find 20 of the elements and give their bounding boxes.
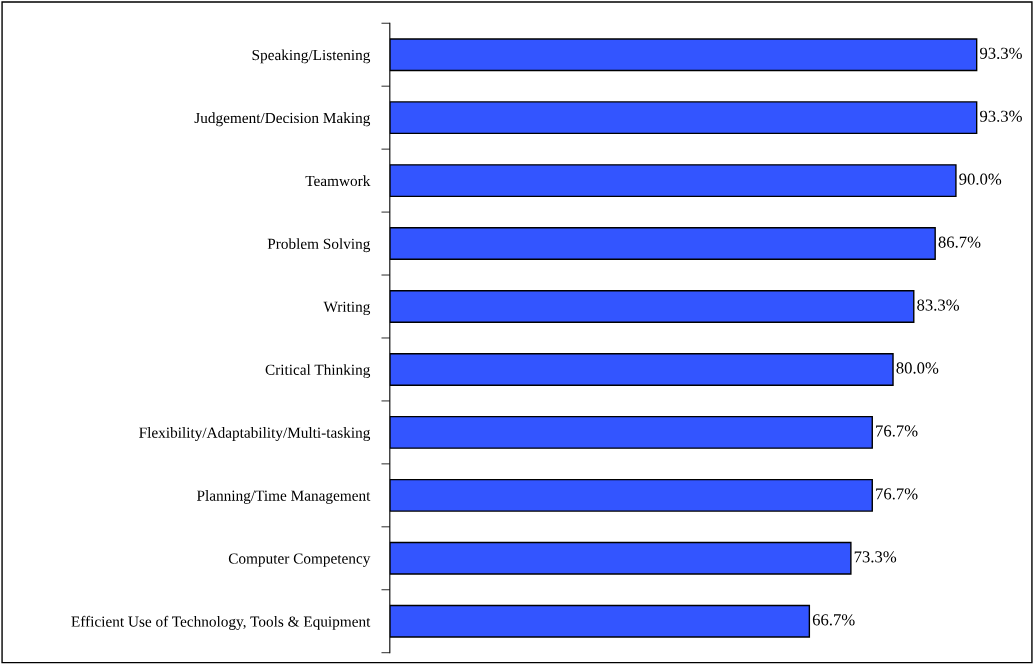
data-label: 93.3% bbox=[980, 110, 1022, 122]
y-tick-label: Teamwork bbox=[305, 175, 371, 187]
data-label: 80.0% bbox=[896, 362, 939, 374]
y-tick-label: Critical Thinking bbox=[265, 364, 371, 379]
data-label: 76.7% bbox=[876, 425, 918, 437]
y-tick-label: Flexibility/Adaptability/Multi-tasking bbox=[139, 427, 371, 441]
y-tick-label: Judgement/Decision Making bbox=[194, 112, 371, 127]
data-label: 76.7% bbox=[876, 488, 918, 500]
data-label: 83.3% bbox=[917, 299, 960, 311]
data-label: 90.0% bbox=[959, 173, 1002, 185]
y-tick-label: Efficient Use of Technology, Tools & Equipment bbox=[71, 615, 371, 630]
y-tick-label: Planning/Time Management bbox=[196, 490, 371, 504]
data-label: 93.3% bbox=[980, 47, 1022, 59]
y-tick-label: Writing bbox=[323, 301, 371, 316]
data-label: 73.3% bbox=[854, 551, 897, 563]
data-label: 66.7% bbox=[812, 614, 855, 626]
y-tick-label: Speaking/Listening bbox=[252, 49, 371, 64]
data-label: 86.7% bbox=[938, 236, 981, 248]
y-tick-label: Problem Solving bbox=[267, 238, 371, 253]
y-tick-label: Computer Competency bbox=[228, 553, 371, 567]
